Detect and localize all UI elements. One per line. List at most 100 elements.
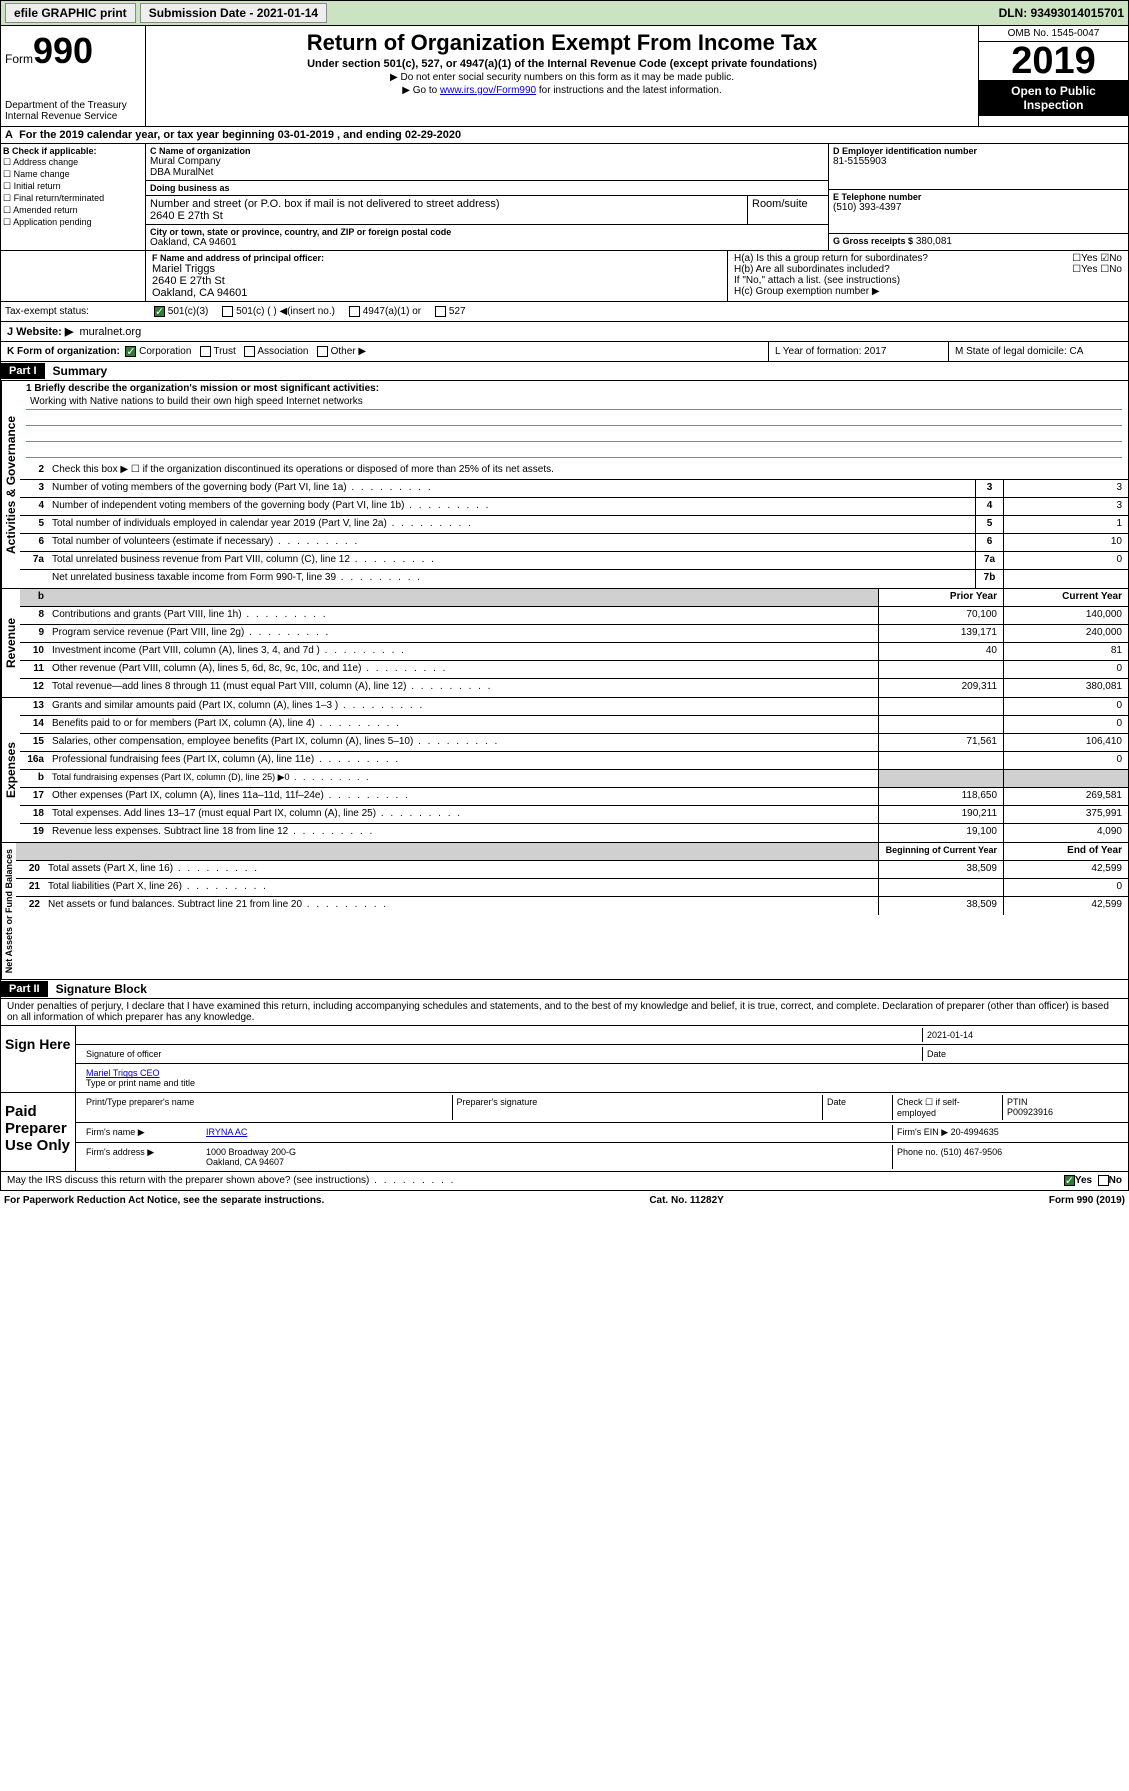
line-current: 0 bbox=[1003, 716, 1128, 733]
line-current: 106,410 bbox=[1003, 734, 1128, 751]
cb-pending[interactable]: ☐ Application pending bbox=[3, 217, 143, 228]
line-current bbox=[1003, 770, 1128, 787]
discuss-yes: Yes bbox=[1075, 1176, 1092, 1187]
line3-desc: Number of voting members of the governin… bbox=[48, 480, 975, 497]
line-desc: Other revenue (Part VIII, column (A), li… bbox=[48, 661, 878, 678]
sign-date: 2021-01-14 bbox=[922, 1028, 1122, 1042]
lbl-other: Other ▶ bbox=[331, 346, 366, 357]
cb-501c[interactable] bbox=[222, 306, 233, 317]
efile-button[interactable]: efile GRAPHIC print bbox=[5, 3, 136, 23]
discuss-yes-cb[interactable] bbox=[1064, 1175, 1075, 1186]
website-row: J Website: ▶ muralnet.org bbox=[0, 322, 1129, 342]
sig-officer-label: Signature of officer bbox=[82, 1047, 922, 1061]
line5-box: 5 bbox=[975, 516, 1003, 533]
discuss-no-cb[interactable] bbox=[1098, 1175, 1109, 1186]
line-current: 380,081 bbox=[1003, 679, 1128, 697]
col-eoy: End of Year bbox=[1003, 843, 1128, 860]
firm-addr2: Oakland, CA 94607 bbox=[206, 1157, 284, 1167]
cb-527[interactable] bbox=[435, 306, 446, 317]
check-b-label: B Check if applicable: bbox=[3, 146, 143, 156]
line3-box: 3 bbox=[975, 480, 1003, 497]
firm-name[interactable]: IRYNA AC bbox=[206, 1127, 247, 1137]
line-desc: Total fundraising expenses (Part IX, col… bbox=[48, 770, 878, 787]
line4-val: 3 bbox=[1003, 498, 1128, 515]
vlabel-exp: Expenses bbox=[1, 698, 20, 842]
ha-no[interactable]: No bbox=[1109, 253, 1122, 264]
line7a-desc: Total unrelated business revenue from Pa… bbox=[48, 552, 975, 569]
hb-no[interactable]: No bbox=[1109, 264, 1122, 275]
line7b-box: 7b bbox=[975, 570, 1003, 588]
line-prior: 118,650 bbox=[878, 788, 1003, 805]
line-current: 0 bbox=[1003, 752, 1128, 769]
line6-val: 10 bbox=[1003, 534, 1128, 551]
ein-value: 81-5155903 bbox=[833, 156, 1124, 167]
tax-year: 2019 bbox=[979, 42, 1128, 80]
state-domicile: M State of legal domicile: CA bbox=[948, 342, 1128, 361]
line-prior bbox=[878, 698, 1003, 715]
hb-yes[interactable]: Yes bbox=[1081, 264, 1097, 275]
cb-address[interactable]: ☐ Address change bbox=[3, 157, 143, 168]
firm-phone: (510) 467-9506 bbox=[941, 1147, 1003, 1157]
period-row: A For the 2019 calendar year, or tax yea… bbox=[0, 127, 1129, 144]
city-value: Oakland, CA 94601 bbox=[150, 237, 824, 248]
line-desc: Revenue less expenses. Subtract line 18 … bbox=[48, 824, 878, 842]
cb-other[interactable] bbox=[317, 346, 328, 357]
cb-final[interactable]: ☐ Final return/terminated bbox=[3, 193, 143, 204]
officer-sign-name[interactable]: Mariel Triggs CEO bbox=[86, 1068, 160, 1078]
cb-501c3[interactable] bbox=[154, 306, 165, 317]
line-prior: 190,211 bbox=[878, 806, 1003, 823]
cb-initial[interactable]: ☐ Initial return bbox=[3, 181, 143, 192]
org-name2: DBA MuralNet bbox=[150, 167, 824, 178]
vlabel-ag: Activities & Governance bbox=[1, 381, 20, 588]
part2-header: Part II Signature Block bbox=[0, 980, 1129, 999]
sign-here-label: Sign Here bbox=[1, 1026, 76, 1092]
phone-label: E Telephone number bbox=[833, 192, 1124, 202]
line-desc: Program service revenue (Part VIII, line… bbox=[48, 625, 878, 642]
prep-date-hdr: Date bbox=[822, 1095, 892, 1120]
line7b-desc: Net unrelated business taxable income fr… bbox=[48, 570, 975, 588]
line-desc: Grants and similar amounts paid (Part IX… bbox=[48, 698, 878, 715]
line3-val: 3 bbox=[1003, 480, 1128, 497]
form-number: 990 bbox=[33, 30, 93, 71]
prep-name-hdr: Print/Type preparer's name bbox=[82, 1095, 452, 1120]
line-current: 42,599 bbox=[1003, 861, 1128, 878]
gross-label: G Gross receipts $ bbox=[833, 236, 913, 246]
cb-assoc[interactable] bbox=[244, 346, 255, 357]
line5-desc: Total number of individuals employed in … bbox=[48, 516, 975, 533]
line-prior bbox=[878, 770, 1003, 787]
mission-text: Working with Native nations to build the… bbox=[26, 396, 1122, 410]
irs-link[interactable]: www.irs.gov/Form990 bbox=[440, 85, 536, 96]
line-current: 81 bbox=[1003, 643, 1128, 660]
city-label: City or town, state or province, country… bbox=[150, 227, 824, 237]
period-a: A bbox=[5, 129, 13, 141]
firm-phone-label: Phone no. bbox=[897, 1147, 938, 1157]
cb-amended[interactable]: ☐ Amended return bbox=[3, 205, 143, 216]
ha-yes[interactable]: Yes bbox=[1081, 253, 1097, 264]
line-desc: Benefits paid to or for members (Part IX… bbox=[48, 716, 878, 733]
line-current: 4,090 bbox=[1003, 824, 1128, 842]
discuss-no: No bbox=[1109, 1176, 1122, 1187]
col-b: b bbox=[20, 589, 48, 606]
line-prior: 40 bbox=[878, 643, 1003, 660]
part2-title: Signature Block bbox=[48, 980, 155, 998]
cb-corp[interactable] bbox=[125, 346, 136, 357]
note-goto-pre: ▶ Go to bbox=[402, 85, 440, 96]
line-prior: 71,561 bbox=[878, 734, 1003, 751]
col-bcy: Beginning of Current Year bbox=[878, 843, 1003, 860]
submission-button[interactable]: Submission Date - 2021-01-14 bbox=[140, 3, 327, 23]
lbl-4947: 4947(a)(1) or bbox=[363, 306, 421, 317]
phone-value: (510) 393-4397 bbox=[833, 202, 1124, 213]
cb-4947[interactable] bbox=[349, 306, 360, 317]
note-goto-post: for instructions and the latest informat… bbox=[536, 85, 722, 96]
open-public-badge: Open to Public Inspection bbox=[979, 80, 1128, 116]
street-label: Number and street (or P.O. box if mail i… bbox=[150, 198, 743, 210]
officer-addr1: 2640 E 27th St bbox=[152, 275, 721, 287]
cb-name[interactable]: ☐ Name change bbox=[3, 169, 143, 180]
cb-trust[interactable] bbox=[200, 346, 211, 357]
part1-title: Summary bbox=[45, 362, 116, 380]
line6-desc: Total number of volunteers (estimate if … bbox=[48, 534, 975, 551]
top-toolbar: efile GRAPHIC print Submission Date - 20… bbox=[0, 0, 1129, 26]
part1-badge: Part I bbox=[1, 363, 45, 379]
ptin-value: P00923916 bbox=[1007, 1107, 1053, 1117]
website-label: J Website: ▶ bbox=[7, 326, 73, 338]
